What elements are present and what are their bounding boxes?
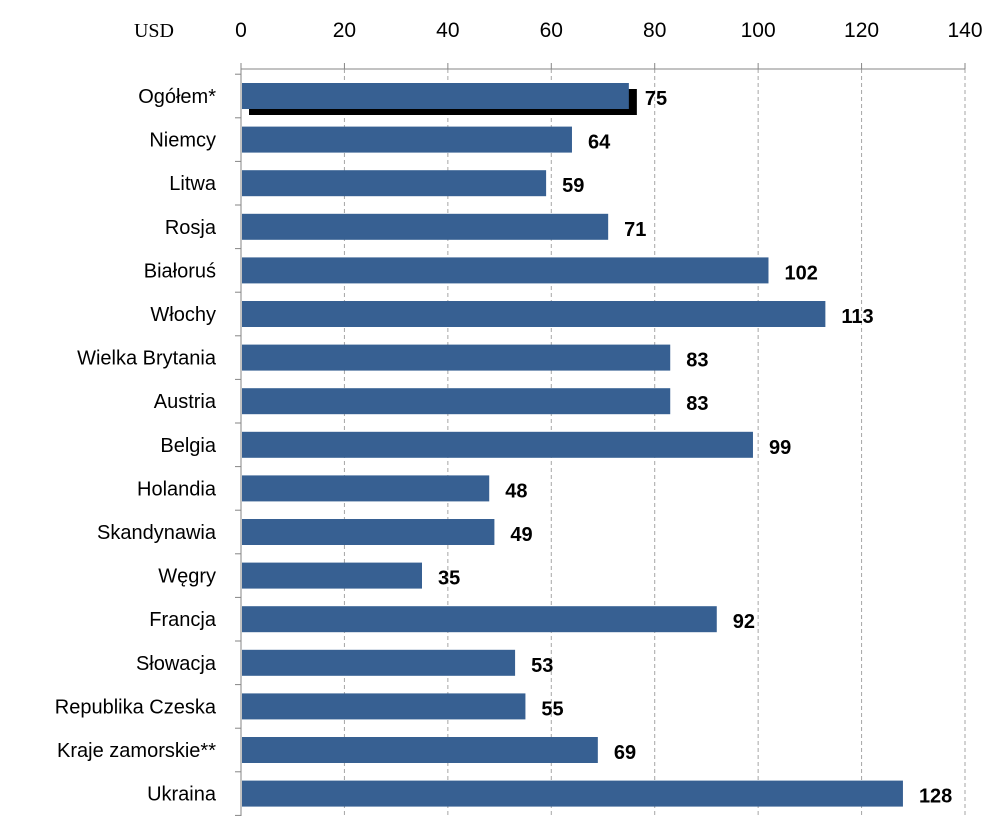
- bar: [242, 780, 903, 807]
- category-label: Niemcy: [149, 130, 216, 152]
- x-tick-label: 100: [741, 19, 776, 42]
- bar: [242, 126, 572, 153]
- category-label: Holandia: [137, 478, 217, 500]
- value-label: 83: [686, 393, 708, 415]
- bar: [242, 83, 629, 109]
- category-label: Słowacja: [136, 653, 217, 675]
- category-label: Rosja: [165, 217, 217, 239]
- category-label: Węgry: [158, 566, 216, 588]
- category-labels: Ogółem* Niemcy Litwa Rosja Białoruś Włochy Wie…: [55, 86, 217, 806]
- bar: [242, 301, 826, 327]
- bar: [242, 344, 671, 371]
- bar: [242, 519, 495, 545]
- x-tick-label: 60: [540, 19, 563, 42]
- value-label: 59: [562, 175, 584, 197]
- bar: [242, 388, 671, 415]
- bar: [242, 562, 422, 589]
- category-label: Francja: [149, 609, 217, 631]
- bar: [242, 606, 717, 633]
- value-label: 92: [733, 611, 755, 633]
- value-label: 128: [919, 786, 952, 808]
- value-label: 102: [784, 262, 817, 284]
- category-label: Belgia: [160, 435, 216, 457]
- bar: [242, 257, 769, 284]
- value-label: 48: [505, 480, 527, 502]
- value-label: 99: [769, 437, 791, 459]
- bar: [242, 649, 516, 676]
- bar: [242, 431, 753, 458]
- category-label: Litwa: [169, 173, 217, 195]
- value-label: 69: [614, 742, 636, 764]
- value-label: 71: [624, 219, 646, 241]
- value-label: 55: [541, 698, 563, 720]
- category-label: Białoruś: [144, 260, 216, 282]
- category-label: Skandynawia: [97, 522, 217, 544]
- x-tick-label: 80: [643, 19, 666, 42]
- value-label: 113: [841, 306, 873, 328]
- bar: [242, 737, 598, 763]
- value-label: 35: [438, 568, 460, 590]
- x-tick-label: 120: [844, 19, 879, 42]
- value-label: 83: [686, 350, 708, 372]
- value-label: 64: [588, 132, 611, 154]
- category-label: Wielka Brytania: [77, 348, 217, 370]
- bar: [242, 693, 526, 720]
- category-label: Włochy: [150, 304, 216, 326]
- category-label: Austria: [154, 391, 217, 413]
- unit-label: USD: [134, 20, 174, 42]
- value-label: 75: [645, 88, 667, 110]
- category-label: Ukraina: [147, 784, 217, 806]
- bar: [242, 475, 490, 502]
- x-tick-label: 0: [235, 19, 247, 42]
- category-label: Ogółem*: [138, 86, 216, 108]
- bar: [242, 213, 609, 240]
- category-label: Kraje zamorskie**: [57, 740, 216, 762]
- bars: [242, 83, 903, 807]
- x-tick-label: 140: [947, 19, 982, 42]
- x-tick-label: 20: [333, 19, 356, 42]
- value-label: 49: [510, 524, 532, 546]
- category-label: Republika Czeska: [55, 696, 217, 718]
- bar: [242, 170, 547, 197]
- x-tick-label: 40: [436, 19, 459, 42]
- x-tick-labels: 0 20 40 60 80 100 120 140: [235, 19, 982, 42]
- value-label: 53: [531, 655, 553, 677]
- axes: [235, 63, 966, 816]
